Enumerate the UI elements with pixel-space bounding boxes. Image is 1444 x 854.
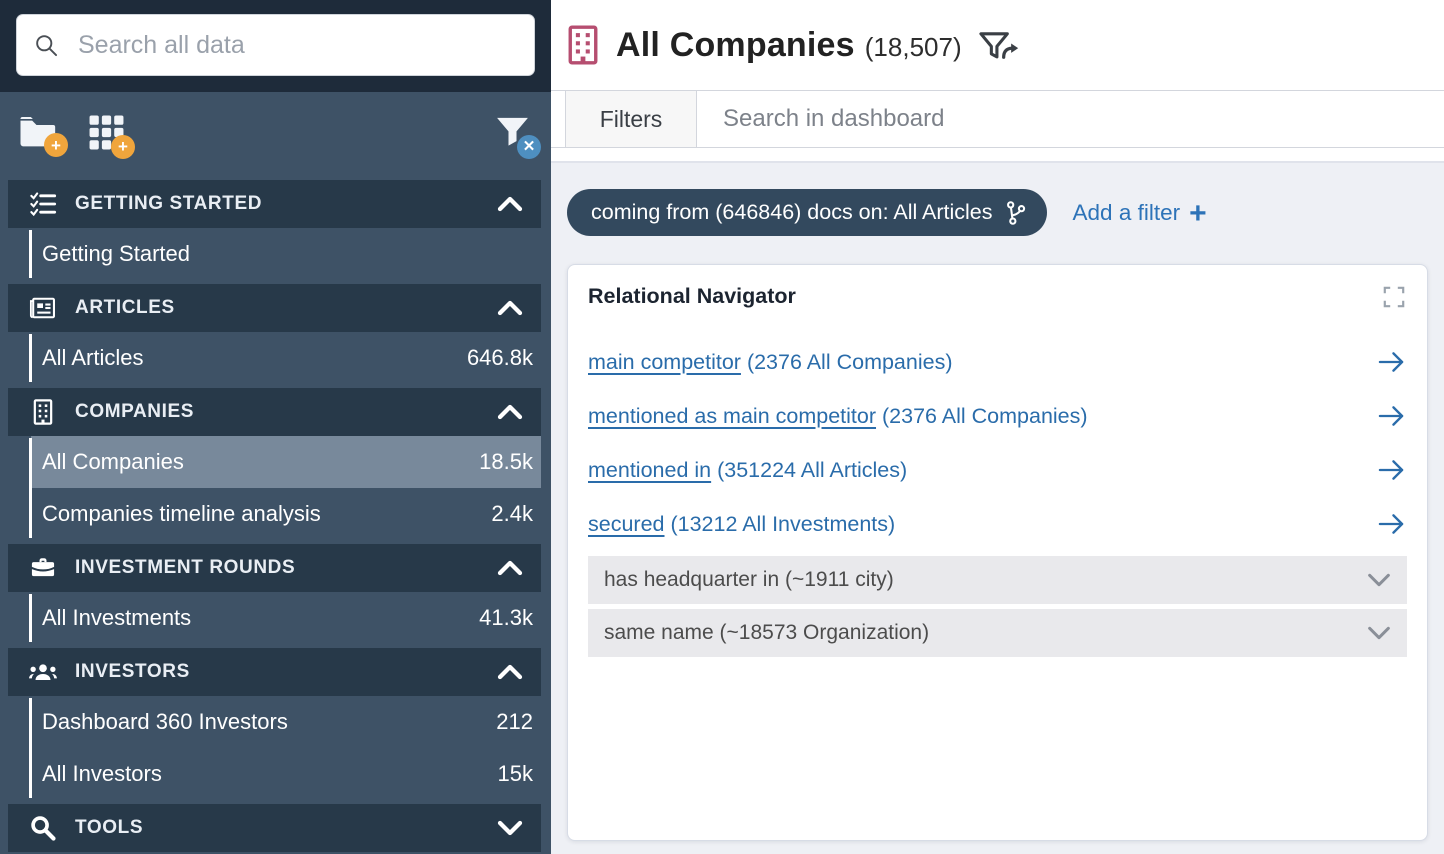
- sidebar-item-dashboard-360-investors[interactable]: Dashboard 360 Investors 212: [42, 709, 533, 734]
- expand-icon[interactable]: [1381, 284, 1407, 310]
- relation-links: main competitor (2376 All Companies) men…: [588, 335, 1407, 551]
- newspaper-icon: [28, 294, 58, 322]
- search-all-data-input[interactable]: [78, 30, 520, 60]
- briefcase-icon: [28, 554, 58, 582]
- add-filter-button[interactable]: Add a filter +: [1072, 196, 1207, 230]
- filter-export-icon[interactable]: [978, 29, 1022, 65]
- plus-badge-icon: +: [44, 133, 68, 157]
- dashboard-search: [697, 91, 1444, 147]
- search-in-dashboard-input[interactable]: [697, 105, 1444, 133]
- search-all-data-box[interactable]: [16, 14, 535, 76]
- chevron-up-icon[interactable]: [495, 401, 525, 423]
- branch-icon: [993, 200, 1027, 226]
- chevron-down-icon: [1365, 570, 1393, 590]
- chevron-up-icon[interactable]: [495, 193, 525, 215]
- tabs-row: Filters: [551, 90, 1444, 148]
- sidebar-search-bar: [0, 0, 551, 92]
- main-panel: All Companies (18,507) Filters: [551, 0, 1444, 854]
- relational-navigator-card: Relational Navigator main competitor (23…: [567, 264, 1428, 841]
- sidebar: + + ✕: [0, 0, 551, 854]
- add-folder-button[interactable]: +: [18, 115, 68, 157]
- section-getting-started[interactable]: GETTING STARTED: [8, 180, 541, 228]
- relation-link-mentioned-in[interactable]: mentioned in (351224 All Articles): [588, 457, 908, 482]
- section-label: ARTICLES: [75, 297, 175, 318]
- dashboard-header: All Companies (18,507): [551, 0, 1444, 90]
- result-count: (18,507): [864, 31, 962, 62]
- sidebar-item-all-investments[interactable]: All Investments 41.3k: [42, 605, 533, 630]
- gap: [551, 148, 1444, 161]
- sidebar-sections: GETTING STARTED Getting Started: [0, 172, 551, 854]
- chevron-down-icon[interactable]: [495, 817, 525, 839]
- sidebar-item-all-articles[interactable]: All Articles 646.8k: [42, 345, 533, 370]
- chevron-up-icon[interactable]: [495, 661, 525, 683]
- building-icon: [28, 398, 58, 426]
- sidebar-item-companies-timeline[interactable]: Companies timeline analysis 2.4k: [42, 501, 533, 526]
- filter-chip-label: coming from (646846) docs on: All Articl…: [591, 200, 993, 224]
- section-label: INVESTMENT ROUNDS: [75, 557, 296, 578]
- section-articles[interactable]: ARTICLES: [8, 284, 541, 332]
- sidebar-item-getting-started[interactable]: Getting Started: [42, 241, 190, 266]
- filter-clear-icon: [494, 114, 531, 151]
- section-investment-rounds[interactable]: INVESTMENT ROUNDS: [8, 544, 541, 592]
- relation-link-main-competitor[interactable]: main competitor (2376 All Companies): [588, 349, 953, 374]
- relation-link-secured[interactable]: secured (13212 All Investments): [588, 511, 896, 536]
- section-label: GETTING STARTED: [75, 193, 263, 214]
- relation-expandable-same-name[interactable]: same name (~18573 Organization): [588, 609, 1407, 657]
- section-items: All Investments 41.3k: [0, 592, 541, 644]
- plus-badge-icon: +: [111, 134, 135, 159]
- section-companies[interactable]: COMPANIES: [8, 388, 541, 436]
- checklist-icon: [28, 190, 58, 218]
- relation-row: main competitor (2376 All Companies): [588, 335, 1407, 389]
- chevron-up-icon[interactable]: [495, 557, 525, 579]
- section-tools[interactable]: TOOLS: [8, 804, 541, 852]
- page-title: All Companies: [616, 25, 855, 64]
- clear-filters-button[interactable]: ✕: [494, 114, 541, 159]
- active-filter-chip[interactable]: coming from (646846) docs on: All Articl…: [567, 189, 1047, 236]
- section-investors[interactable]: INVESTORS: [8, 648, 541, 696]
- sidebar-toolbar: + + ✕: [0, 92, 551, 172]
- sidebar-item-all-investors[interactable]: All Investors 15k: [42, 761, 533, 786]
- relation-expandable-has-headquarter-in[interactable]: has headquarter in (~1911 city): [588, 556, 1407, 604]
- relation-row: mentioned in (351224 All Articles): [588, 443, 1407, 497]
- dashboard-content: coming from (646846) docs on: All Articl…: [551, 161, 1444, 854]
- section-items: Getting Started: [0, 228, 541, 280]
- relation-row: mentioned as main competitor (2376 All C…: [588, 389, 1407, 443]
- section-items: Dashboard 360 Investors 212 All Investor…: [0, 696, 541, 800]
- arrow-right-icon[interactable]: [1375, 457, 1407, 483]
- relation-link-mentioned-as-main-competitor[interactable]: mentioned as main competitor (2376 All C…: [588, 403, 1088, 428]
- people-icon: [28, 658, 58, 686]
- tab-filters[interactable]: Filters: [565, 91, 697, 147]
- relation-row: secured (13212 All Investments): [588, 497, 1407, 551]
- section-label: INVESTORS: [75, 661, 190, 682]
- building-icon: [566, 24, 600, 66]
- arrow-right-icon[interactable]: [1375, 511, 1407, 537]
- filter-bar: coming from (646846) docs on: All Articl…: [567, 189, 1428, 236]
- section-label: COMPANIES: [75, 401, 195, 422]
- card-title: Relational Navigator: [588, 284, 796, 308]
- section-items: All Articles 646.8k: [0, 332, 541, 384]
- section-items: All Companies 18.5k Companies timeline a…: [0, 436, 541, 540]
- sidebar-item-all-companies[interactable]: All Companies 18.5k: [31, 436, 541, 488]
- x-badge-icon: ✕: [517, 134, 541, 159]
- arrow-right-icon[interactable]: [1375, 349, 1407, 375]
- chevron-down-icon: [1365, 623, 1393, 643]
- section-label: TOOLS: [75, 817, 144, 838]
- add-dashboard-button[interactable]: +: [88, 114, 135, 159]
- chevron-up-icon[interactable]: [495, 297, 525, 319]
- search-bold-icon: [28, 814, 58, 842]
- card-header: Relational Navigator: [588, 284, 1407, 310]
- arrow-right-icon[interactable]: [1375, 403, 1407, 429]
- search-icon: [33, 32, 60, 59]
